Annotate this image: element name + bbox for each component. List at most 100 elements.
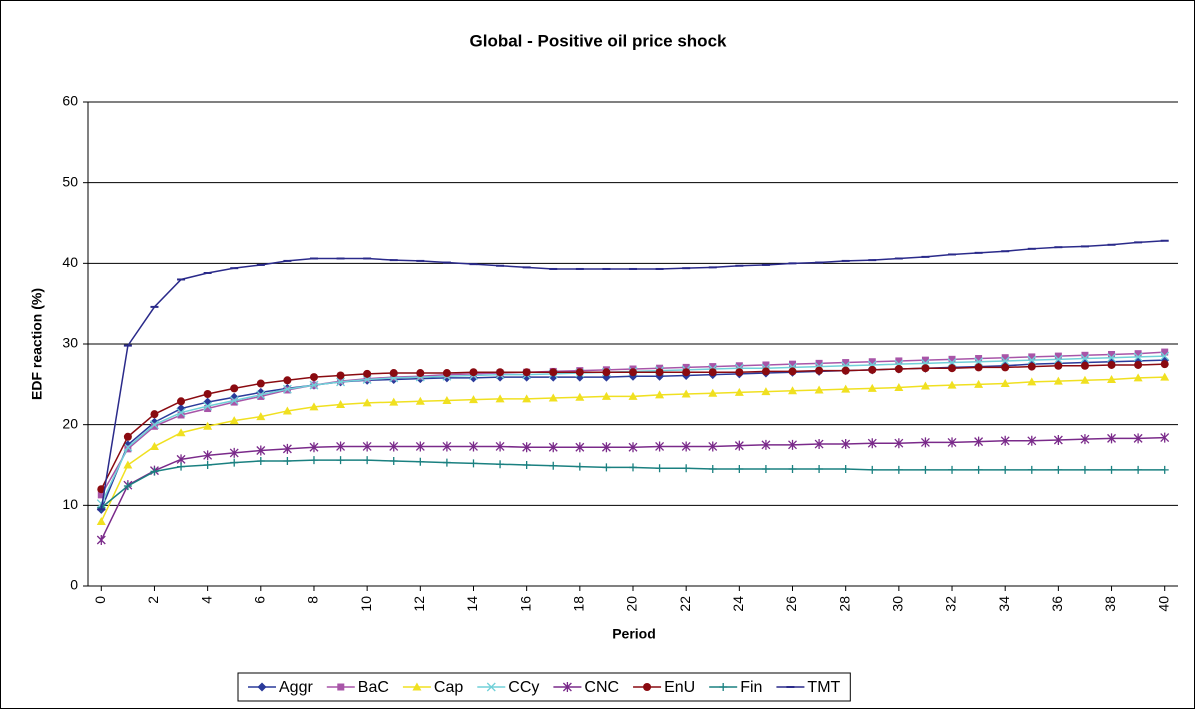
marker bbox=[682, 363, 690, 371]
marker bbox=[1053, 354, 1063, 364]
marker bbox=[628, 391, 638, 400]
marker bbox=[895, 357, 903, 365]
y-tick-label: 60 bbox=[62, 93, 78, 109]
y-tick-label: 40 bbox=[62, 254, 78, 270]
marker bbox=[230, 458, 239, 467]
marker bbox=[815, 359, 823, 367]
marker bbox=[442, 458, 451, 467]
marker bbox=[1000, 435, 1010, 446]
marker bbox=[1108, 350, 1116, 358]
marker bbox=[522, 394, 532, 403]
marker bbox=[761, 465, 770, 474]
marker bbox=[709, 363, 717, 371]
marker bbox=[309, 373, 318, 382]
x-tick-label: 26 bbox=[783, 596, 799, 612]
marker bbox=[415, 396, 425, 405]
marker bbox=[336, 371, 345, 380]
marker bbox=[496, 368, 505, 377]
marker bbox=[1107, 353, 1116, 363]
marker bbox=[1160, 360, 1169, 369]
legend: Aggr BaC Cap CCy CNC EnU Fin TMT bbox=[237, 672, 851, 702]
marker bbox=[229, 396, 239, 405]
marker bbox=[283, 376, 292, 385]
marker bbox=[920, 437, 930, 448]
marker bbox=[1107, 433, 1116, 444]
marker bbox=[735, 465, 744, 474]
marker bbox=[841, 465, 850, 474]
marker bbox=[96, 535, 106, 546]
y-tick-label: 10 bbox=[62, 496, 78, 512]
marker bbox=[149, 441, 159, 450]
marker bbox=[894, 465, 903, 474]
marker bbox=[1107, 360, 1116, 369]
marker bbox=[548, 442, 558, 453]
marker bbox=[415, 441, 425, 452]
marker bbox=[948, 465, 957, 474]
marker bbox=[203, 390, 212, 399]
marker bbox=[628, 442, 638, 453]
marker bbox=[177, 462, 186, 471]
x-tick-label: 10 bbox=[358, 596, 374, 612]
x-tick-label: 24 bbox=[730, 596, 746, 612]
marker bbox=[362, 398, 372, 407]
marker bbox=[708, 368, 717, 377]
marker bbox=[681, 441, 691, 452]
chart-title: Global - Positive oil price shock bbox=[470, 31, 728, 50]
x-tick-label: 4 bbox=[198, 596, 214, 604]
marker bbox=[469, 368, 478, 377]
legend-label: Aggr bbox=[279, 679, 313, 696]
marker bbox=[389, 456, 398, 465]
marker bbox=[495, 394, 505, 403]
marker bbox=[123, 460, 133, 469]
marker bbox=[629, 368, 637, 377]
marker bbox=[1053, 434, 1063, 445]
marker bbox=[177, 397, 186, 406]
marker bbox=[842, 359, 850, 367]
marker bbox=[1054, 361, 1063, 370]
legend-marker bbox=[643, 683, 652, 691]
x-tick-label: 12 bbox=[411, 596, 427, 612]
x-tick-label: 38 bbox=[1102, 596, 1118, 612]
marker bbox=[841, 366, 850, 375]
marker bbox=[282, 406, 292, 415]
marker bbox=[761, 387, 771, 396]
marker bbox=[948, 355, 956, 363]
marker bbox=[734, 440, 744, 451]
marker bbox=[389, 397, 399, 406]
marker bbox=[1080, 465, 1089, 474]
marker bbox=[336, 377, 346, 387]
marker bbox=[601, 391, 611, 400]
legend-marker bbox=[412, 682, 422, 691]
marker bbox=[1028, 353, 1036, 361]
marker bbox=[1027, 435, 1037, 446]
marker bbox=[150, 467, 159, 476]
marker bbox=[841, 439, 851, 450]
marker bbox=[974, 436, 984, 447]
marker bbox=[309, 380, 319, 390]
marker bbox=[947, 437, 957, 448]
marker bbox=[256, 445, 266, 456]
marker bbox=[1000, 379, 1010, 388]
marker bbox=[203, 401, 213, 411]
x-tick-label: 36 bbox=[1049, 596, 1065, 612]
marker bbox=[363, 369, 372, 378]
legend-label: CCy bbox=[508, 679, 539, 696]
marker bbox=[708, 465, 717, 474]
marker bbox=[203, 461, 212, 469]
marker bbox=[549, 368, 558, 377]
marker bbox=[1001, 354, 1009, 362]
marker bbox=[974, 379, 984, 388]
marker bbox=[363, 456, 372, 465]
marker bbox=[894, 438, 904, 449]
marker bbox=[97, 485, 106, 494]
marker bbox=[1160, 432, 1170, 443]
marker bbox=[867, 383, 877, 392]
marker bbox=[1053, 376, 1063, 385]
marker bbox=[230, 384, 239, 393]
marker bbox=[601, 442, 611, 453]
marker bbox=[1160, 372, 1170, 381]
marker bbox=[176, 408, 186, 418]
marker bbox=[123, 481, 132, 490]
marker bbox=[442, 395, 452, 404]
marker bbox=[1160, 351, 1170, 361]
